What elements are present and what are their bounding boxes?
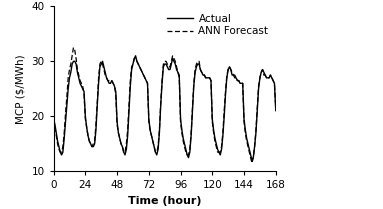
Actual — [293, 93, 298, 96]
Actual — [51, 118, 56, 120]
Actual — [127, 110, 131, 112]
ANN Forecast — [51, 126, 56, 129]
ANN Forecast — [128, 79, 133, 82]
Actual — [133, 55, 138, 57]
Line: Actual: Actual — [54, 56, 301, 160]
Y-axis label: MCP ($/MWh): MCP ($/MWh) — [16, 54, 26, 124]
ANN Forecast — [135, 60, 139, 62]
ANN Forecast — [78, 79, 82, 82]
ANN Forecast — [293, 96, 298, 98]
Legend: Actual, ANN Forecast: Actual, ANN Forecast — [165, 11, 270, 38]
ANN Forecast — [142, 76, 147, 79]
ANN Forecast — [299, 121, 303, 123]
Actual — [135, 60, 139, 62]
Actual — [250, 159, 254, 162]
Actual — [299, 123, 303, 126]
Actual — [52, 123, 57, 126]
Line: ANN Forecast: ANN Forecast — [54, 48, 301, 163]
ANN Forecast — [250, 162, 254, 164]
Actual — [77, 76, 81, 79]
ANN Forecast — [71, 46, 76, 49]
X-axis label: Time (hour): Time (hour) — [128, 196, 201, 206]
Actual — [142, 76, 147, 79]
ANN Forecast — [52, 129, 57, 131]
